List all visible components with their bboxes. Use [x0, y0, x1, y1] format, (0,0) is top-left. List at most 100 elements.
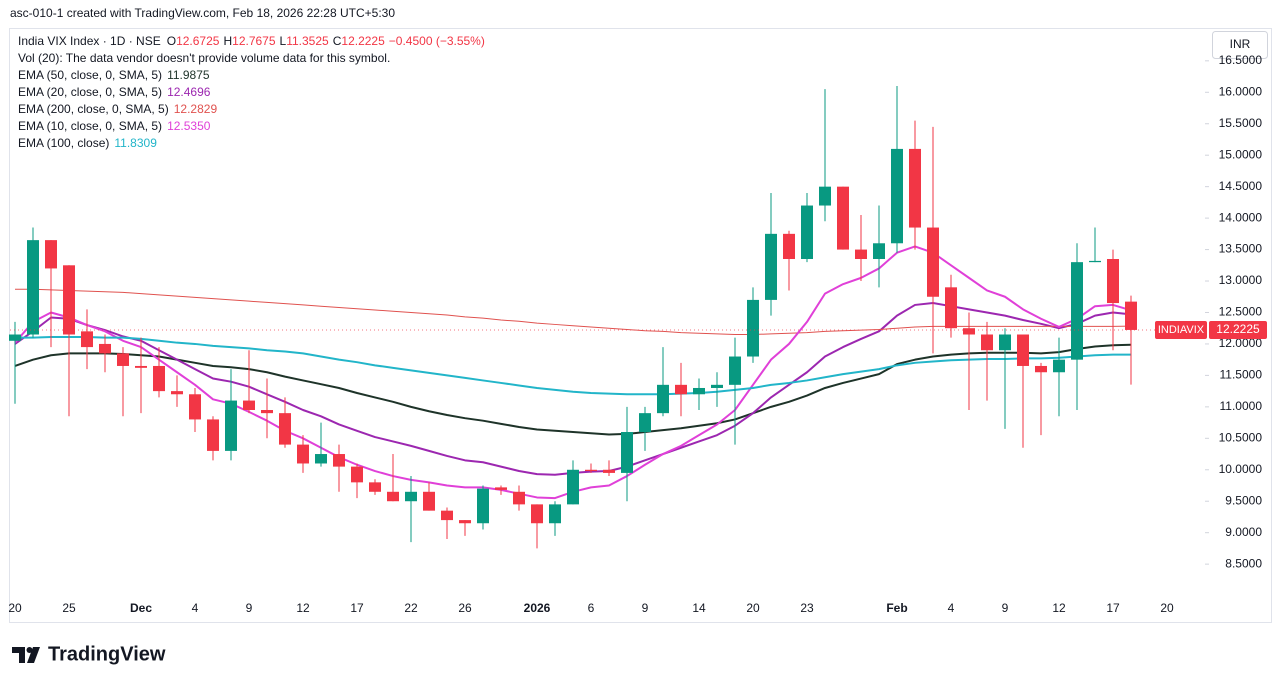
candle-body	[873, 243, 885, 260]
candle-body	[513, 491, 525, 505]
legend: India VIX Index · 1D · NSE O12.6725 H12.76…	[18, 34, 485, 150]
legend-header: India VIX Index · 1D · NSE O12.6725 H12.76…	[18, 34, 485, 48]
candle-body	[369, 482, 381, 492]
candle-body	[981, 334, 993, 351]
candle-body	[639, 413, 651, 433]
candle-body	[1017, 334, 1029, 366]
symbol-title: India VIX Index · 1D · NSE	[18, 34, 161, 48]
candle-body	[423, 491, 435, 511]
legend-value: 12.5350	[167, 119, 211, 133]
y-tick-label: 11.0000	[1220, 399, 1263, 413]
ohlc-prefix: L	[280, 34, 287, 48]
change: −0.4500 (−3.55%)	[389, 34, 485, 48]
legend-value: 11.8309	[114, 136, 157, 150]
x-tick-label: 6	[588, 601, 595, 615]
candle-body	[549, 504, 561, 524]
ohlc-value: 12.6725	[176, 34, 220, 48]
candle-body	[675, 384, 687, 395]
legend-entry: EMA (10, close, 0, SMA, 5) 12.5350	[18, 119, 211, 133]
legend-entry: EMA (50, close, 0, SMA, 5) 11.9875	[18, 68, 210, 82]
x-tick-label: 12	[1052, 601, 1066, 615]
brand: TradingView	[48, 643, 166, 665]
candle-body	[621, 432, 633, 473]
candle-body	[315, 454, 327, 464]
ema-line	[14, 343, 1132, 436]
legend-entry: EMA (100, close) 11.8309	[18, 136, 157, 150]
x-tick-label: Dec	[130, 601, 152, 615]
y-tick-label: 9.5000	[1225, 493, 1262, 507]
price-tag-bg	[1209, 320, 1267, 339]
y-tick-label: 14.0000	[1219, 210, 1263, 224]
legend-name: EMA (10, close, 0, SMA, 5)	[18, 119, 162, 133]
candle-body	[117, 353, 129, 366]
y-tick-label: 11.5000	[1220, 368, 1263, 382]
ohlc-value: 11.3525	[286, 34, 329, 48]
pane-frame	[9, 28, 1272, 623]
legend-value: 11.9875	[167, 68, 210, 82]
candle-body	[99, 343, 111, 354]
currency-box[interactable]	[1212, 31, 1268, 59]
candle-body	[783, 233, 795, 260]
x-tick-label: 12	[296, 601, 310, 615]
candle-body	[657, 384, 669, 414]
symbol-tag-bg	[1155, 320, 1207, 339]
y-tick-label: 12.5000	[1219, 305, 1263, 319]
candle-body	[495, 487, 507, 490]
ohlc-prefix: C	[333, 34, 342, 48]
x-tick-label: 17	[350, 601, 364, 615]
candle-body	[855, 249, 867, 260]
candle-body	[333, 454, 345, 467]
candle-body	[27, 240, 39, 335]
attribution: asc-010-1 created with TradingView.com, …	[10, 6, 395, 20]
candle-body	[1035, 365, 1047, 373]
candle-body	[891, 148, 903, 244]
x-tick-label: 4	[948, 601, 955, 615]
x-tick-label: 20	[8, 601, 22, 615]
candle-body	[927, 227, 939, 297]
x-tick-label: 26	[458, 601, 472, 615]
x-tick-label: 9	[246, 601, 253, 615]
y-tick-label: 13.5000	[1219, 242, 1263, 256]
logo-dot	[26, 647, 33, 653]
candle-body	[585, 469, 597, 472]
candle-body	[1053, 359, 1065, 373]
y-tick-label: 12.0000	[1219, 336, 1263, 350]
candle-body	[351, 466, 363, 483]
candle-body	[693, 387, 705, 395]
y-tick-label: 9.0000	[1225, 525, 1262, 539]
x-tick-label: 20	[746, 601, 760, 615]
y-tick-label: 10.0000	[1219, 462, 1263, 476]
y-tick-label: 10.5000	[1219, 430, 1263, 444]
candle-body	[441, 510, 453, 521]
logo-mark	[12, 647, 40, 663]
candle-body	[135, 365, 147, 368]
candle-body	[459, 520, 471, 524]
ohlc-prefix: H	[223, 34, 232, 48]
y-tick-label: 13.0000	[1219, 273, 1263, 287]
candle-body	[207, 419, 219, 451]
candle-body	[405, 491, 417, 502]
x-tick-label: 17	[1106, 601, 1120, 615]
candle-body	[477, 488, 489, 524]
candle-body	[1107, 259, 1119, 304]
price-tag: 12.2225	[1216, 322, 1260, 336]
brand-logo	[12, 647, 40, 663]
candle-body	[45, 240, 57, 269]
candle-body	[9, 334, 21, 341]
ohlc-prefix: O	[167, 34, 176, 48]
currency: INR	[1230, 37, 1251, 51]
legend-name: EMA (200, close, 0, SMA, 5)	[18, 102, 169, 116]
x-tick-label: 9	[642, 601, 649, 615]
candle-body	[747, 299, 759, 357]
candle-body	[153, 365, 165, 392]
y-tick-label: 16.0000	[1219, 84, 1263, 98]
candle-body	[297, 444, 309, 464]
candle-body	[837, 186, 849, 250]
candle-body	[801, 205, 813, 260]
y-tick-label: 15.5000	[1219, 116, 1263, 130]
x-tick-label: 20	[1160, 601, 1174, 615]
x-tick-label: 23	[800, 601, 814, 615]
